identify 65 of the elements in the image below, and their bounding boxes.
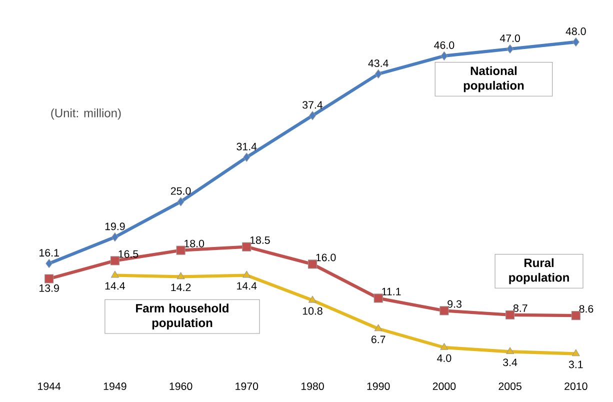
series-label: National population (464, 66, 524, 92)
point (440, 343, 448, 350)
point (440, 51, 448, 61)
point (506, 347, 514, 354)
data-label: 14.4 (237, 282, 257, 290)
data-label: 8.7 (513, 304, 528, 312)
x-tick-label: 1970 (236, 382, 258, 390)
text: Rural population (509, 258, 569, 284)
data-label: 9.3 (448, 300, 462, 308)
point (571, 311, 580, 320)
point (572, 349, 580, 356)
data-label: 11.1 (382, 288, 401, 296)
point (440, 306, 449, 316)
point (110, 256, 120, 266)
point (176, 246, 186, 255)
data-label: 19.9 (105, 222, 125, 230)
data-label: 18.5 (250, 236, 270, 244)
data-label: 47.0 (500, 34, 520, 42)
data-label: 6.7 (371, 336, 386, 344)
point (111, 232, 118, 242)
point (506, 44, 514, 54)
data-label: 3.4 (503, 358, 518, 366)
x-tick-label: 1980 (301, 382, 324, 390)
point (374, 294, 383, 303)
point (177, 197, 184, 206)
point (308, 260, 318, 269)
point (242, 270, 251, 278)
data-label: 14.4 (105, 282, 125, 290)
point (309, 111, 316, 120)
point (374, 324, 382, 332)
point (506, 310, 515, 320)
text: Farm household population (136, 304, 228, 330)
point (110, 270, 119, 278)
data-label: 8.6 (579, 305, 594, 313)
data-label: 18.0 (184, 240, 204, 248)
data-label: 16.5 (118, 250, 138, 258)
point (176, 272, 185, 280)
data-label: 37.4 (302, 101, 323, 109)
data-label: 13.9 (40, 284, 59, 292)
data-label: 14.2 (171, 284, 191, 292)
x-tick-label: 2010 (564, 382, 588, 390)
data-label: 46.0 (434, 42, 454, 50)
x-tick-label: 2005 (498, 382, 522, 390)
data-label: 16.0 (316, 254, 336, 262)
annotation: (Unit: million) (51, 108, 121, 120)
point (243, 152, 250, 162)
data-label: 43.4 (368, 60, 388, 68)
data-label: 3.1 (568, 360, 583, 368)
data-label: 48.0 (566, 28, 586, 36)
data-label: 16.1 (40, 249, 59, 257)
x-tick-label: 1990 (367, 382, 390, 390)
x-tick-label: 1949 (104, 382, 126, 390)
point (308, 296, 316, 303)
point (572, 38, 580, 47)
x-tick-label: 2000 (432, 382, 456, 390)
point (46, 259, 53, 268)
point (242, 242, 252, 252)
data-label: 4.0 (437, 354, 452, 362)
x-tick-label: 1944 (38, 382, 61, 390)
point (44, 274, 54, 284)
data-label: 31.4 (236, 142, 257, 150)
x-tick-label: 1960 (170, 382, 192, 390)
point (374, 70, 382, 79)
data-label: 10.8 (302, 307, 322, 315)
data-label: 25.0 (170, 187, 191, 195)
